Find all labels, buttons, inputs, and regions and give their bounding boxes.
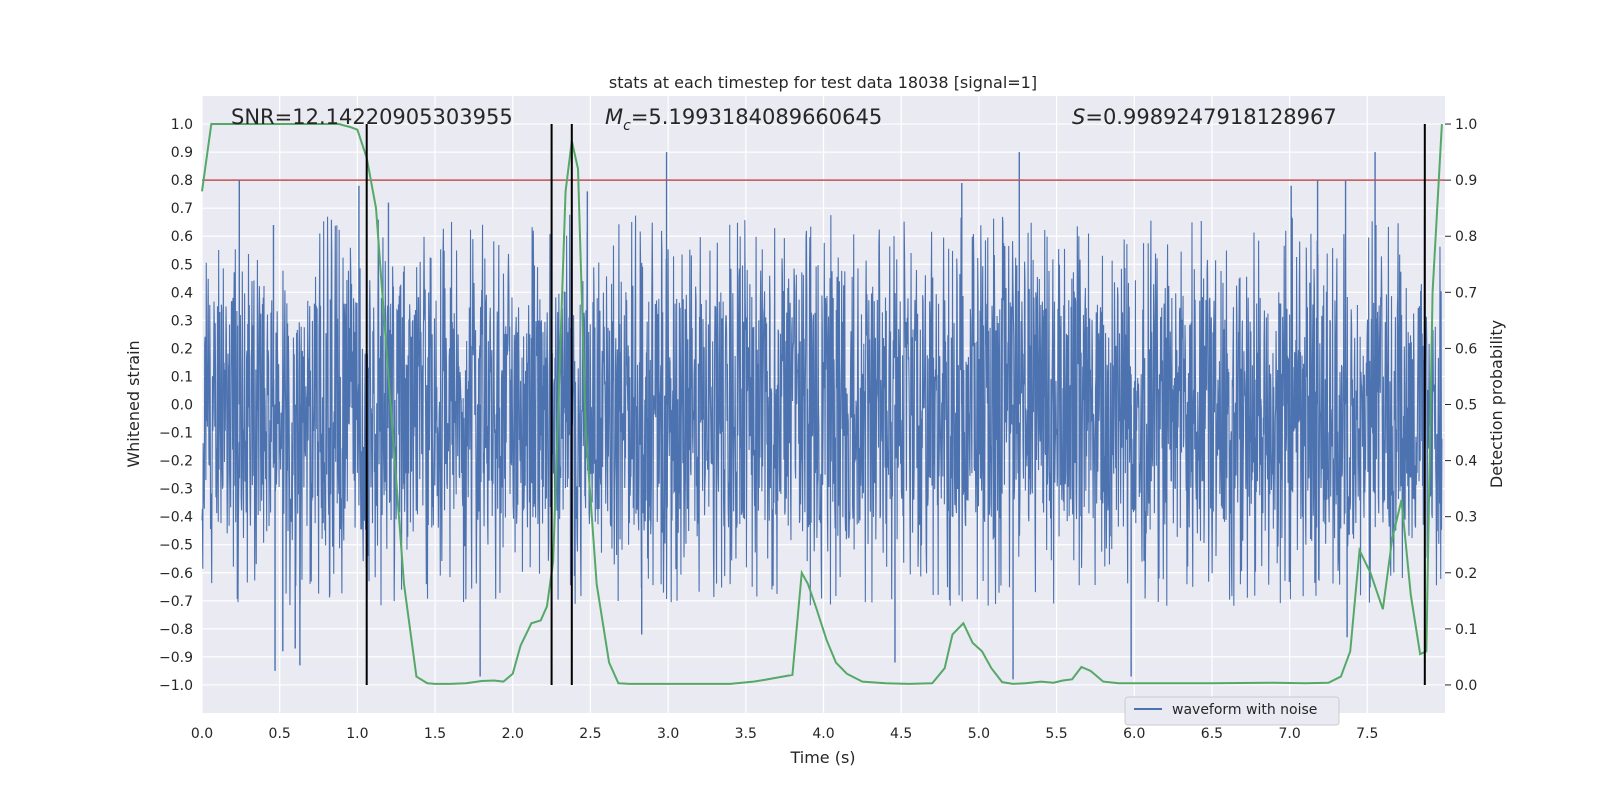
y2-tick-label: 0.3 [1455, 510, 1477, 526]
x-axis-ticks: 0.0 0.5 1.0 1.5 2.0 2.5 3.0 3.5 4.0 4.5 5.0 5.5 6.0 6… [191, 726, 1379, 742]
y-tick-label: −0.3 [159, 482, 193, 498]
s-value: =0.9989247918128967 [1085, 105, 1336, 129]
vertical-markers [365, 124, 1426, 685]
y-tick-label: 0.7 [171, 201, 193, 217]
y-tick-label: 0.8 [171, 173, 193, 189]
x-tick-label: 1.5 [424, 726, 446, 742]
chirp-mass-symbol: M [605, 105, 623, 129]
y-tick-label: −0.5 [159, 538, 193, 554]
y2-tick-label: 1.0 [1455, 117, 1477, 133]
y2-tick-label: 0.6 [1455, 341, 1477, 357]
y-tick-label: 1.0 [171, 117, 193, 133]
x-tick-label: 3.0 [657, 726, 679, 742]
y-axis-ticks: 1.0 0.9 0.8 0.7 0.6 0.5 0.4 0.3 0.2 0.1 0.0 −0.1 −0.… [159, 117, 193, 694]
y-tick-label: −0.6 [159, 566, 193, 582]
y-tick-label: 0.1 [171, 369, 193, 385]
detection-probability-line [201, 123, 1443, 685]
x-tick-label: 4.0 [812, 726, 834, 742]
x-tick-label: 5.0 [968, 726, 990, 742]
y-tick-label: 0.2 [171, 341, 193, 357]
chirp-mass-value: =5.1993184089660645 [631, 105, 882, 129]
y2-axis-ticks: 1.0 0.9 0.8 0.7 0.6 0.5 0.4 0.3 0.2 0.1 0.0 [1445, 117, 1477, 694]
x-tick-label: 7.0 [1278, 726, 1300, 742]
s-annotation: S=0.9989247918128967 [1072, 105, 1337, 129]
y-tick-label: 0.3 [171, 313, 193, 329]
y-tick-label: 0.9 [171, 145, 193, 161]
y-tick-label: −0.9 [159, 650, 193, 666]
y-tick-label: 0.4 [171, 285, 193, 301]
y2-tick-label: 0.1 [1455, 622, 1477, 638]
chirp-mass-annotation: Mc=5.1993184089660645 [605, 105, 882, 134]
y2-tick-label: 0.7 [1455, 285, 1477, 301]
s-symbol: S [1072, 105, 1085, 129]
x-tick-label: 6.5 [1201, 726, 1223, 742]
y2-tick-label: 0.8 [1455, 229, 1477, 245]
y-axis-label: Whitened strain [124, 340, 143, 467]
y-tick-label: 0.6 [171, 229, 193, 245]
legend-box [1124, 696, 1340, 726]
snr-annotation: SNR=12.14220905303955 [231, 105, 513, 129]
waveform-trace [201, 214, 1443, 606]
x-tick-label: 2.5 [579, 726, 601, 742]
legend-label: waveform with noise [1172, 702, 1317, 718]
y2-tick-label: 0.5 [1455, 398, 1477, 414]
y-tick-label: −0.1 [159, 426, 193, 442]
y-tick-label: 0.5 [171, 257, 193, 273]
y2-tick-label: 0.9 [1455, 173, 1477, 189]
y-tick-label: −0.2 [159, 454, 193, 470]
x-axis-label: Time (s) [789, 748, 855, 767]
x-tick-label: 0.0 [191, 726, 213, 742]
x-tick-label: 2.0 [502, 726, 524, 742]
y-tick-label: −0.7 [159, 594, 193, 610]
chirp-mass-subscript: c [623, 118, 631, 134]
y-tick-label: −0.8 [159, 622, 193, 638]
waveform-with-noise-series [201, 152, 1443, 680]
legend: waveform with noise [1124, 696, 1340, 726]
y2-tick-label: 0.0 [1455, 678, 1477, 694]
x-tick-label: 7.5 [1356, 726, 1378, 742]
chart-title: stats at each timestep for test data 180… [609, 73, 1037, 92]
y2-axis-label: Detection probability [1487, 320, 1506, 488]
x-tick-label: 5.5 [1045, 726, 1067, 742]
x-tick-label: 3.5 [735, 726, 757, 742]
y-tick-label: −1.0 [159, 678, 193, 694]
x-tick-label: 4.5 [890, 726, 912, 742]
y2-tick-label: 0.4 [1455, 454, 1477, 470]
x-tick-label: 6.0 [1123, 726, 1145, 742]
y-tick-label: 0.0 [171, 398, 193, 414]
y2-tick-label: 0.2 [1455, 566, 1477, 582]
x-tick-label: 1.0 [346, 726, 368, 742]
x-tick-label: 0.5 [269, 726, 291, 742]
y-tick-label: −0.4 [159, 510, 193, 526]
